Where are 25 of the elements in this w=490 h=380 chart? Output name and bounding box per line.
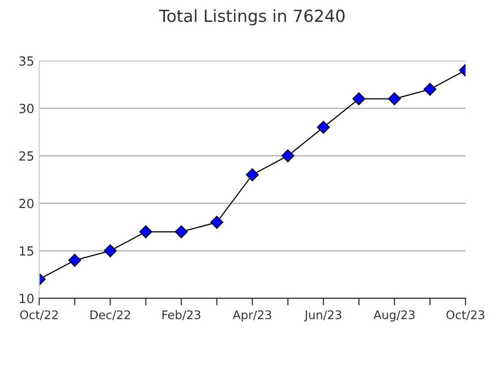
x-tick-label: Oct/23 xyxy=(446,310,484,320)
y-tick-label: 30 xyxy=(19,104,34,114)
y-tick-label: 20 xyxy=(19,198,34,208)
x-tick-label: Aug/23 xyxy=(374,310,415,322)
y-tick-label: 25 xyxy=(19,151,34,161)
x-tick-label: Apr/23 xyxy=(232,310,272,322)
point xyxy=(174,225,188,238)
point xyxy=(246,168,259,182)
point xyxy=(388,92,401,106)
point xyxy=(352,92,366,106)
point xyxy=(68,254,82,267)
x-tick-label: Dec/22 xyxy=(90,310,130,320)
chart-title: Total Listings in 76240 xyxy=(158,9,345,26)
point xyxy=(104,244,117,258)
x-tick-label: Feb/23 xyxy=(162,310,200,320)
x-tick-label: Oct/22 xyxy=(20,310,58,320)
y-tick-label: 10 xyxy=(20,294,34,304)
point xyxy=(139,225,152,238)
point xyxy=(281,149,294,162)
point xyxy=(210,216,224,229)
y-tick-label: 15 xyxy=(20,246,34,256)
y-tick-label: 35 xyxy=(19,56,34,66)
point xyxy=(316,120,330,134)
x-tick-label: Jun/23 xyxy=(304,310,342,322)
point xyxy=(424,82,436,96)
